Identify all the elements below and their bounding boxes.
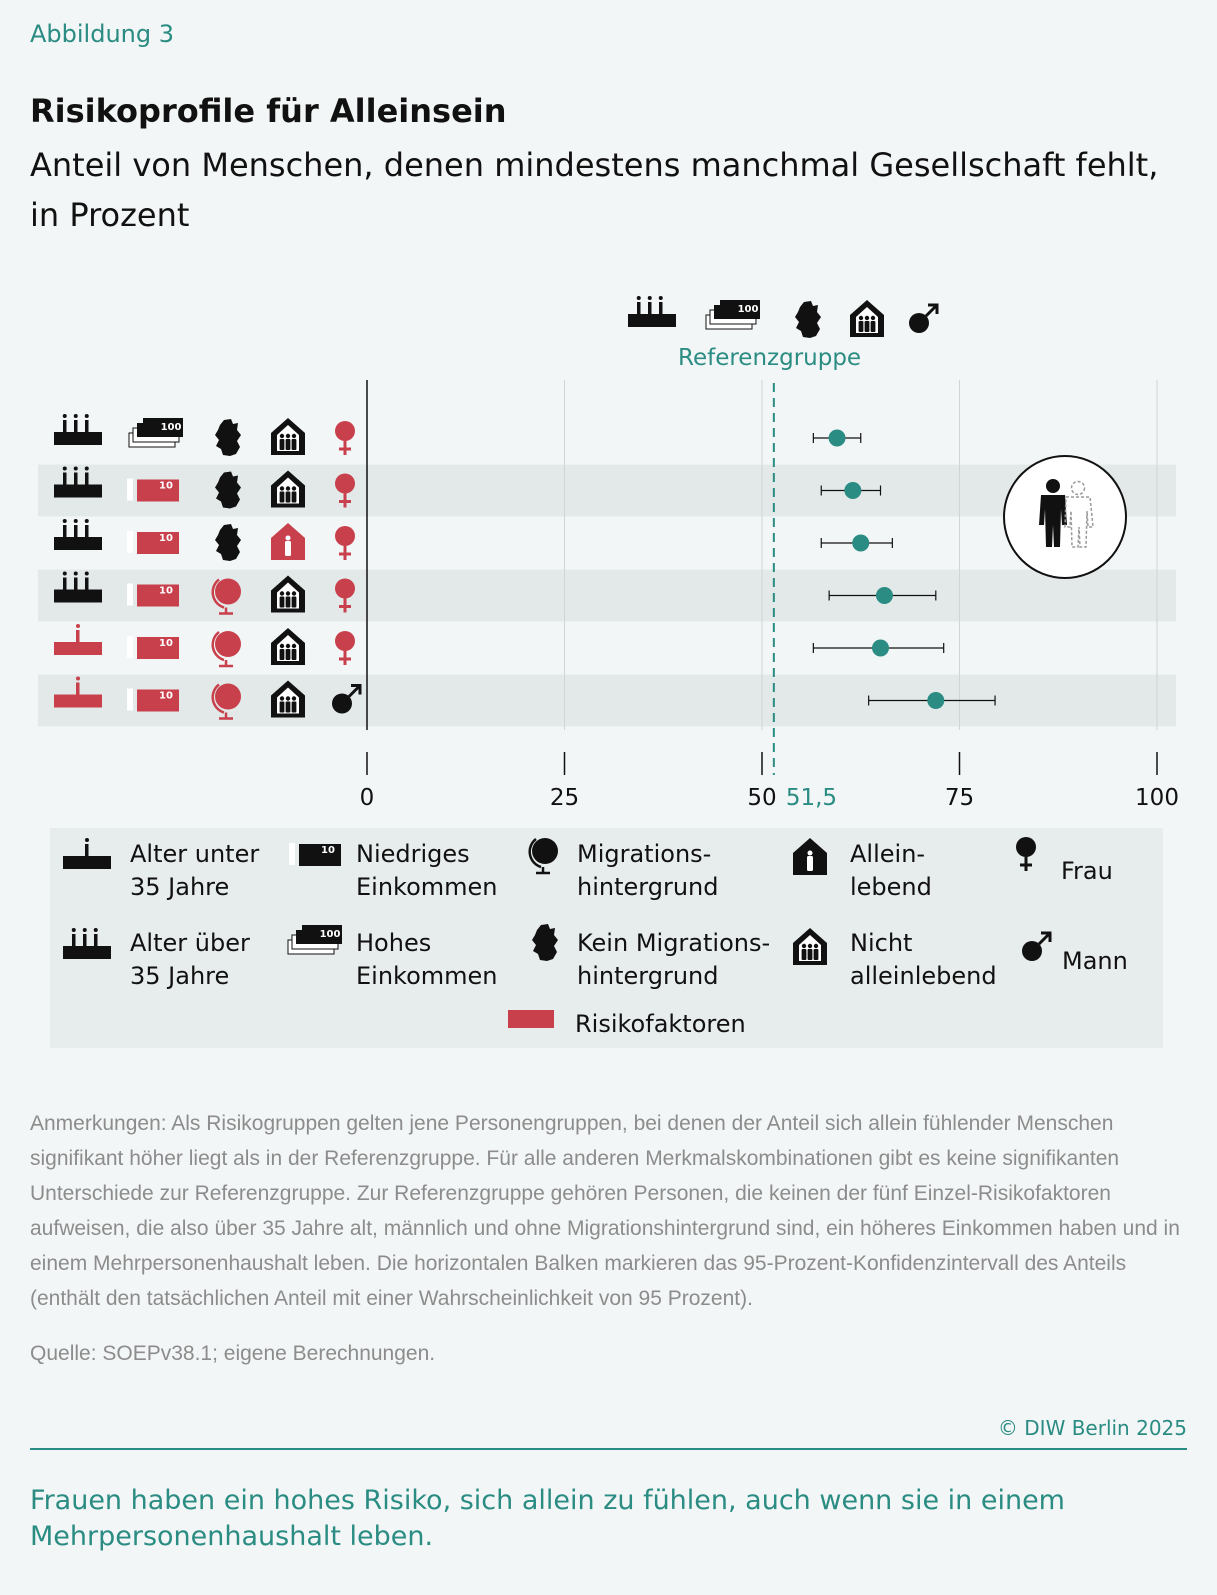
germany-map-icon (795, 301, 821, 338)
age-over35-icon (54, 466, 102, 498)
multi-household-icon (271, 470, 305, 508)
svg-text:10: 10 (321, 845, 335, 856)
svg-text:100: 100 (320, 929, 341, 940)
income-low-icon: 10 (127, 636, 179, 659)
legend-icons: 10 100 (63, 837, 1052, 1028)
age-over35-icon (54, 414, 102, 445)
legend-label-household-multi: Nicht alleinlebend (850, 929, 997, 990)
x-tick-label: 0 (360, 785, 375, 811)
tagline: Frauen haben ein hohes Risiko, sich alle… (30, 1485, 1065, 1552)
notes: Anmerkungen: Als Risikogruppen gelten je… (30, 1112, 1180, 1310)
legend-label-female: Frau (1061, 857, 1113, 885)
legend-label-income-low: Niedriges Einkommen (356, 840, 498, 901)
svg-text:10: 10 (159, 638, 173, 649)
chart-subtitle: Anteil von Menschen, denen mindestens ma… (30, 146, 1159, 234)
svg-text:100: 100 (161, 422, 182, 433)
legend-single-household-icon (793, 838, 827, 875)
female-icon (335, 578, 355, 613)
data-point (828, 429, 846, 447)
legend-risk-factor-swatch (508, 1010, 554, 1028)
persons-illustration-icon (1003, 455, 1127, 579)
male-icon (332, 684, 362, 714)
data-point (852, 534, 870, 552)
legend-label-migration-no: Kein Migrations- hintergrund (577, 929, 771, 990)
multi-household-icon (271, 680, 305, 718)
reference-group-label: Referenzgruppe (678, 345, 862, 371)
income-low-icon: 10 (127, 688, 179, 712)
svg-text:10: 10 (159, 586, 173, 597)
x-tick-label: 50 (747, 785, 776, 811)
legend-label-household-single: Allein- lebend (850, 840, 932, 901)
x-tick-label: 100 (1135, 785, 1179, 811)
legend-age-over35-icon (63, 928, 111, 959)
row-band (38, 674, 1176, 727)
data-point (927, 692, 945, 709)
legend-multi-household-icon (793, 928, 827, 965)
copyright: © DIW Berlin 2025 (997, 1416, 1187, 1440)
germany-map-icon (215, 419, 241, 456)
chart-title: Risikoprofile für Alleinsein (30, 92, 507, 130)
legend-label-risk: Risikofaktoren (575, 1010, 746, 1038)
svg-text:10: 10 (159, 691, 173, 702)
reference-value-label: 51,5 (786, 785, 837, 811)
income-high-icon: 100 (128, 418, 183, 448)
data-point (875, 587, 893, 604)
age-under35-icon (54, 676, 102, 708)
single-household-icon (271, 523, 305, 560)
income-low-icon: 10 (127, 478, 179, 502)
chart-area: 0 25 50 75 100 51,5 100 100 10 10 10 10 10 (38, 296, 1179, 811)
age-under35-icon (54, 624, 102, 655)
legend-income-high-icon: 100 (287, 925, 342, 955)
legend-label-age-under35: Alter unter 35 Jahre (130, 840, 260, 901)
multi-household-icon (271, 575, 305, 613)
female-icon (335, 421, 355, 455)
data-point (844, 482, 862, 499)
figure-label: Abbildung 3 (30, 20, 175, 48)
income-high-icon: 100 (705, 300, 760, 330)
female-icon (335, 631, 355, 665)
x-tick-label: 75 (945, 785, 974, 811)
legend-label-income-high: Hohes Einkommen (356, 929, 498, 990)
female-icon (335, 526, 355, 560)
legend: 10 100 Alter unter 35 Jahre Niedriges Ein… (50, 828, 1163, 1048)
legend-age-under35-icon (63, 838, 111, 869)
legend-female-icon (1016, 837, 1036, 871)
income-low-icon: 10 (127, 531, 179, 554)
legend-migration-globe-icon (528, 838, 558, 875)
legend-income-low-icon: 10 (289, 843, 341, 866)
svg-text:10: 10 (159, 481, 173, 492)
income-low-icon: 10 (127, 583, 179, 607)
multi-household-icon (271, 628, 305, 665)
legend-label-age-over35: Alter über 35 Jahre (130, 929, 250, 990)
x-tick-label: 25 (550, 785, 579, 811)
age-over35-icon (628, 296, 676, 327)
multi-household-icon (850, 300, 884, 337)
divider (30, 1448, 1187, 1450)
age-over35-icon (54, 519, 102, 550)
germany-map-icon (215, 471, 241, 509)
legend-label-male: Mann (1062, 947, 1128, 975)
legend-male-icon (1022, 931, 1052, 961)
male-icon (909, 303, 939, 333)
migration-globe-icon (211, 578, 241, 615)
legend-germany-map-icon (532, 924, 558, 961)
multi-household-icon (271, 418, 305, 455)
source: Quelle: SOEPv38.1; eigene Berechnungen. (30, 1342, 436, 1365)
female-icon (335, 473, 355, 508)
germany-map-icon (215, 524, 241, 561)
age-over35-icon (54, 571, 102, 603)
migration-globe-icon (211, 683, 241, 720)
legend-label-migration-yes: Migrations- hintergrund (577, 840, 719, 901)
svg-text:100: 100 (738, 304, 759, 315)
data-point (872, 639, 889, 657)
svg-text:10: 10 (159, 533, 173, 544)
row-band (38, 569, 1176, 622)
migration-globe-icon (211, 631, 241, 668)
